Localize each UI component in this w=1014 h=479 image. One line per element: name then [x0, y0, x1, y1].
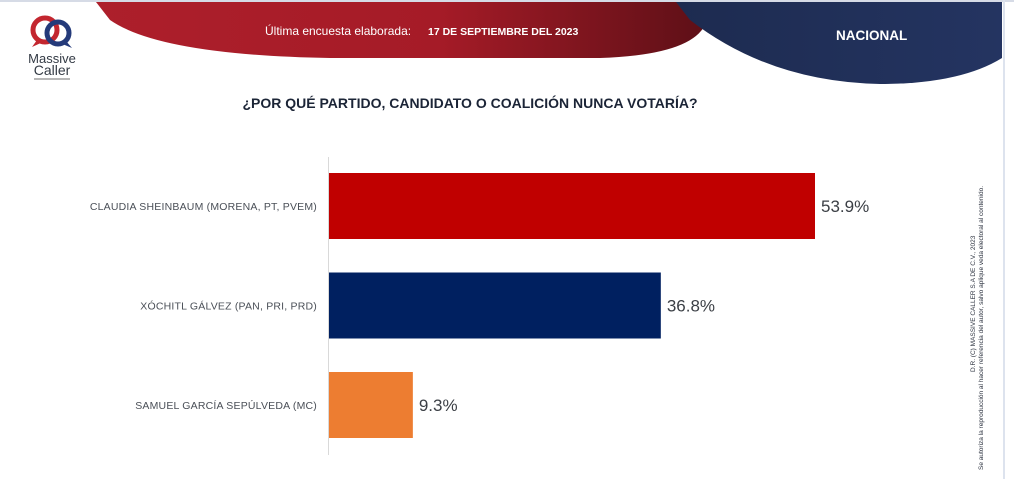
category-label-3: SAMUEL GARCÍA SEPÚLVEDA (MC) [135, 399, 317, 412]
navy-banner-shape [676, 2, 1002, 84]
brand-tagline [34, 78, 70, 80]
category-label-1: CLAUDIA SHEINBAUM (MORENA, PT, PVEM) [90, 201, 317, 213]
frame-right-border [1003, 0, 1005, 479]
bar-3 [329, 372, 413, 438]
copyright-line-1: D.R. (C) MASSIVE CALLER S.A DE C.V., 202… [970, 235, 977, 372]
speech-bubble-icon [30, 15, 72, 48]
chart-title: ¿POR QUÉ PARTIDO, CANDIDATO O COALICIÓN … [242, 95, 698, 111]
copyright-line-2: Se autoriza la reproducción al hacer ref… [978, 185, 985, 470]
bar-2 [329, 272, 661, 339]
red-banner-shape [96, 2, 720, 58]
value-label-3: 9.3% [419, 396, 458, 415]
survey-date: 17 DE SEPTIEMBRE DEL 2023 [428, 26, 579, 38]
brand-name-line2: Caller [33, 62, 71, 78]
brand-name-line1: Massive [28, 51, 76, 66]
region-label: NACIONAL [836, 28, 908, 43]
category-label-2: XÓCHITL GÁLVEZ (PAN, PRI, PRD) [140, 300, 317, 313]
frame-top-border [0, 0, 1014, 2]
value-label-2: 36.8% [667, 297, 715, 316]
bar-1 [329, 173, 815, 239]
survey-label: Última encuesta elaborada: [265, 24, 412, 38]
header-banner [96, 2, 1002, 84]
value-label-1: 53.9% [821, 197, 869, 216]
massive-caller-logo: Massive Caller [14, 14, 94, 94]
copyright-notice: D.R. (C) MASSIVE CALLER S.A DE C.V., 202… [962, 120, 1002, 470]
